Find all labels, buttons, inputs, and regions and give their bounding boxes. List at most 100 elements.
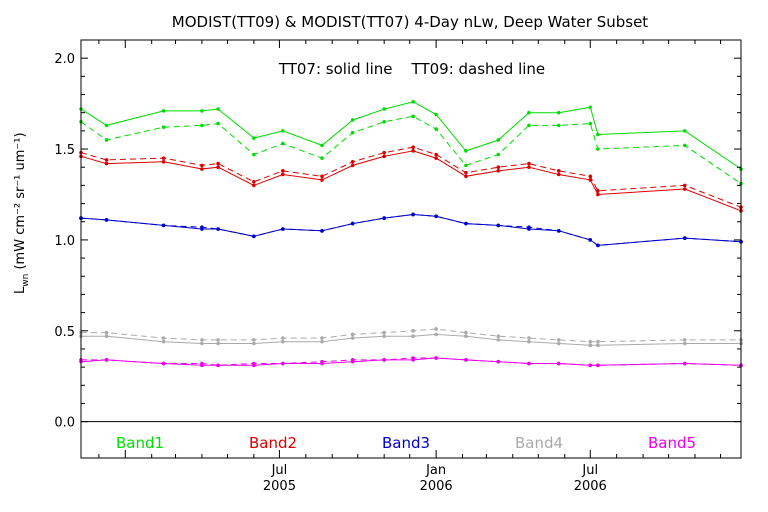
band1-dashed-point [350,130,355,135]
band4-solid-point [527,339,531,344]
band2-solid-point [682,187,687,191]
band4-dashed-point [252,338,256,342]
band5-dashed-point [588,363,593,368]
band2-dashed-point [588,174,593,179]
band1-solid-point [496,138,501,142]
band4-dashed-point [588,339,593,344]
band3-dashed-point [161,223,166,228]
band4-solid-line [81,333,741,346]
band5-dashed-point [382,358,386,362]
band5-dashed-point [104,358,109,362]
band2-solid-point [588,178,593,182]
legend-label-band1: Band1 [116,434,164,452]
band1-dashed-point [464,163,468,168]
band1-dashed-point [556,123,561,128]
series-band1 [79,99,743,186]
band1-solid-point [281,129,285,133]
y-tick-label: 1.5 [54,143,75,158]
axes: 0.00.51.01.52.0Jul2005Jan2006Jul2006Band… [54,39,742,494]
band2-solid-point [464,174,468,179]
band2-dashed-point [252,179,256,184]
band2-solid-point [382,154,386,159]
band4-solid-point [588,343,593,348]
band4-solid-point [411,334,415,339]
band5-dashed-point [200,361,204,366]
y-axis-label-sub: wn [21,274,31,287]
band1-dashed-point [252,152,256,157]
band4-dashed-point [382,330,386,335]
plot-area [79,99,743,368]
band1-solid-point [104,123,109,128]
band3-dashed-point [411,212,415,217]
band5-dashed-point [252,361,256,366]
band1-solid-point [588,105,593,110]
x-tick-month-label: Jul [271,463,288,478]
band3-dashed-point [200,225,204,229]
band2-dashed-point [496,165,501,170]
band1-solid-point [434,112,438,117]
band5-dashed-point [216,363,220,368]
legend-label-band4: Band4 [515,434,563,452]
x-tick-month-label: Jan [425,463,446,478]
x-tick-year-label: 2006 [420,479,453,494]
band4-dashed-point [320,336,324,340]
band1-dashed-point [434,127,438,131]
legend-label-band5: Band5 [648,434,696,452]
svg-text:Lwn (mW cm⁻² sr⁻¹ um⁻¹): Lwn (mW cm⁻² sr⁻¹ um⁻¹) [13,132,31,294]
band2-dashed-point [411,145,415,150]
band1-dashed-point [682,143,687,148]
band1-solid-point [252,136,256,140]
band1-solid-point [596,132,600,137]
series-band4 [79,327,743,348]
band1-dashed-point [382,119,386,124]
band2-solid-point [350,163,355,168]
band5-dashed-point [496,359,501,364]
y-tick-label: 1.0 [54,234,75,249]
band3-dashed-point [104,218,109,222]
band2-solid-point [411,149,415,153]
band2-solid-point [161,159,166,164]
band4-solid-point [281,339,285,344]
band5-dashed-point [350,358,355,362]
band1-solid-point [320,143,324,148]
band3-dashed-line [80,213,742,246]
band5-dashed-point [556,361,561,366]
band1-solid-point [464,149,468,153]
band4-dashed-point [200,338,204,342]
band4-solid-point [350,336,355,340]
y-axis-label: Lwn (mW cm⁻² sr⁻¹ um⁻¹) [13,132,31,294]
band4-dashed-point [350,332,355,337]
band1-solid-point [527,110,531,115]
band4-solid-point [464,334,468,339]
band4-solid-point [252,341,256,346]
band1-solid-point [411,99,415,104]
band3-dashed-point [281,227,285,231]
band1-solid-point [682,129,687,133]
band3-dashed-point [350,221,355,226]
band5-dashed-point [411,356,415,360]
band5-dashed-point [434,356,438,360]
band5-dashed-point [161,361,166,366]
band2-dashed-point [104,158,109,162]
x-tick-month-label: Jul [581,463,598,478]
band1-dashed-point [527,123,531,128]
band1-solid-point [382,107,386,111]
y-tick-label: 0.5 [54,325,75,340]
plot-frame [80,39,742,459]
band2-solid-point [496,169,501,173]
line-style-annotation: TT07: solid line TT09: dashed line [278,60,545,78]
band1-dashed-point [104,138,109,142]
band1-solid-point [200,109,204,113]
band4-dashed-point [596,339,600,344]
band4-solid-point [200,341,204,346]
band2-solid-point [596,192,600,197]
band3-solid-line [80,213,742,246]
band2-dashed-line [80,146,742,208]
band1-dashed-point [216,121,220,126]
band4-solid-point [216,341,220,346]
band4-dashed-point [556,338,561,342]
band2-dashed-point [434,152,438,157]
band2-dashed-point [527,161,531,166]
band2-dashed-point [161,156,166,160]
band1-dashed-point [588,121,593,126]
